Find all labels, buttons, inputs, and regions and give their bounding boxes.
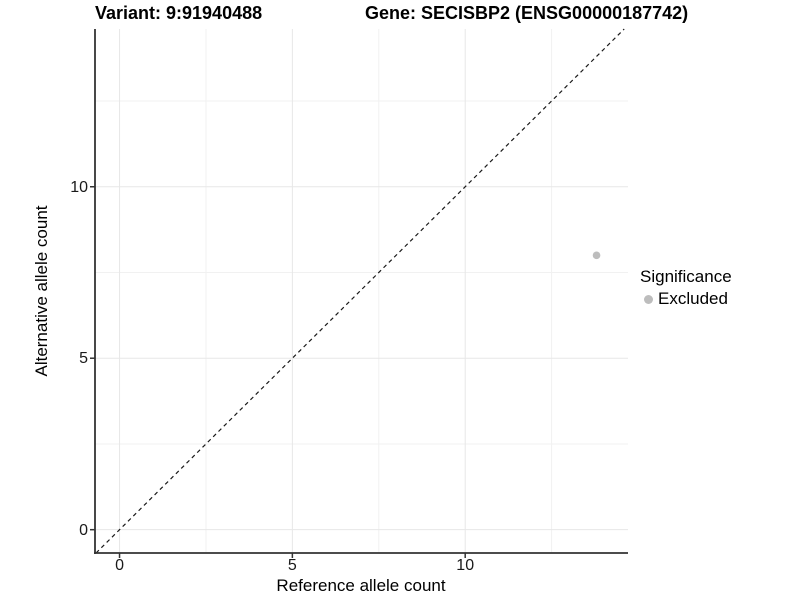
identity-dashed-line <box>95 28 625 554</box>
plot-title-gene: Gene: SECISBP2 (ENSG00000187742) <box>365 3 689 23</box>
x-tick-label: 5 <box>287 557 297 574</box>
legend: Significance Excluded <box>638 267 732 309</box>
legend-key <box>638 289 658 309</box>
legend-entry-label: Excluded <box>658 289 728 308</box>
legend-title: Significance <box>640 267 732 286</box>
excluded-point-icon <box>643 294 653 304</box>
y-tick-label: 5 <box>79 350 88 368</box>
legend-entry-excluded: Excluded <box>638 289 732 309</box>
x-tick-label: 0 <box>115 557 124 574</box>
y-tick-label: 0 <box>79 521 88 539</box>
y-tick-label: 10 <box>70 178 88 196</box>
data-point <box>592 251 601 260</box>
plot-title-variant: Variant: 9:91940488 <box>95 3 263 23</box>
x-tick-label: 10 <box>456 557 475 574</box>
x-axis-title: Reference allele count <box>276 576 446 595</box>
